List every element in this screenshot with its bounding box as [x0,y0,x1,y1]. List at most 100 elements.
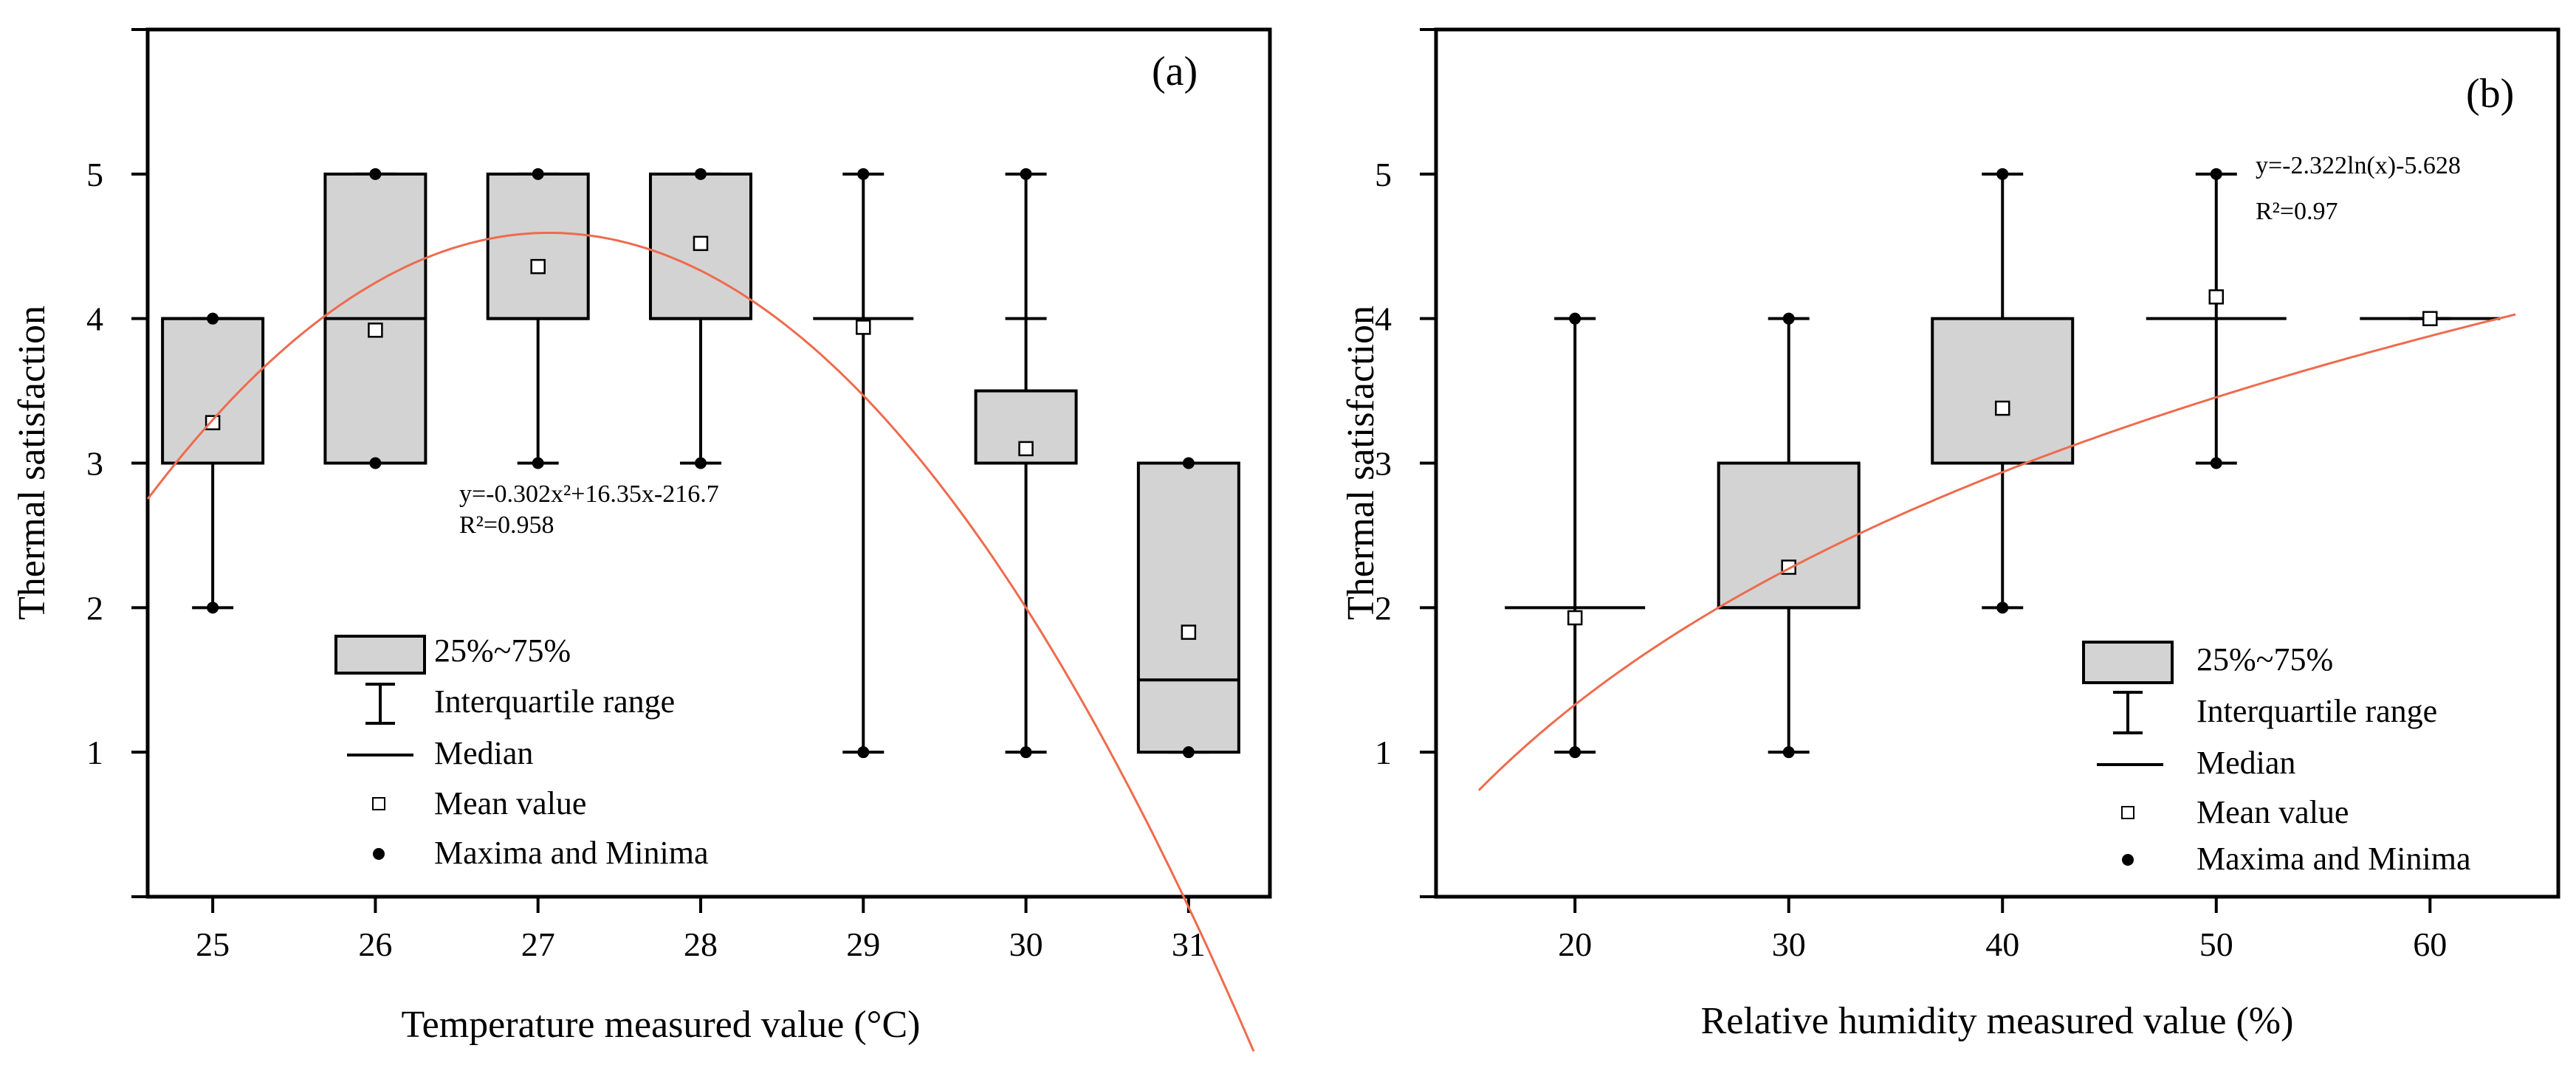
x-tick-label: 40 [1985,926,2019,963]
y-tick-label: 3 [86,445,103,483]
panel-b-ylabel: Thermal satisfaction [1340,306,1382,620]
legend-label-median: Median [2197,745,2295,781]
x-tick-label: 60 [2413,926,2447,963]
x-tick-label: 25 [196,926,230,963]
panel-b-fit-curve [1477,313,2516,791]
mean-marker [1181,624,1197,640]
iqr-box [161,317,265,465]
x-tick-label: 28 [684,926,718,963]
mean-marker [530,258,546,275]
panel-a-xlabel: Temperature measured value (°C) [402,1004,921,1046]
panel-a: (a) y=-0.302x²+16.35x-216.7 R²=0.958 Tem… [11,27,1272,1052]
min-point [207,602,219,614]
y-tick-label: 1 [1375,734,1392,771]
min-point [857,746,870,759]
iqr-box [1717,461,1861,610]
max-point [1020,168,1032,180]
legend-mean-swatch [372,797,385,810]
mean-marker [856,320,871,335]
min-point [1569,746,1581,759]
max-point [369,168,382,180]
iqr-box [1136,461,1240,754]
panel-a-label: (a) [1152,49,1198,94]
box-28 [648,168,752,469]
min-point [1020,746,1032,759]
y-tick-label: 1 [86,734,103,771]
y-tick-label: 2 [86,589,103,627]
box-31 [1136,457,1240,759]
x-tick-label: 30 [1772,926,1806,963]
x-tick-label: 29 [846,926,880,963]
legend-extreme-swatch [373,848,385,860]
legend-label-median: Median [434,735,533,771]
legend-mean-swatch [2121,806,2134,819]
legend-box-swatch [334,635,426,675]
panel-b-r-squared: R²=0.97 [2256,198,2338,225]
panel-b-x-tick-labels: 20 30 40 50 60 [1558,926,2447,963]
panel-b-xlabel: Relative humidity measured value (%) [1701,1000,2294,1042]
max-point [1996,168,2009,180]
panel-b: (b) y=-2.322ln(x)-5.628 R²=0.97 Relative… [1340,27,2560,1042]
min-point [369,457,382,469]
panel-a-ticks [131,28,1190,913]
max-point [694,168,707,180]
min-point [532,457,544,469]
box-20 [1505,312,1646,759]
max-point [1569,312,1581,325]
legend-extreme-swatch [2122,854,2134,866]
x-tick-label: 31 [1172,926,1206,963]
panel-a-r-squared: R²=0.958 [459,511,554,539]
panel-a-equation: y=-0.302x²+16.35x-216.7 [459,480,719,508]
min-point [694,457,707,469]
iqr-box [486,172,590,320]
mean-marker [1567,610,1583,626]
panel-b-ticks [1420,28,2432,913]
panel-b-label: (b) [2466,71,2514,117]
panel-b-boxes [1505,168,2501,759]
iqr-box [1931,317,2075,465]
x-tick-label: 26 [358,926,392,963]
panel-b-y-tick-labels: 1 2 3 4 5 [1375,156,1392,771]
legend-label-extreme: Maxima and Minima [434,835,709,871]
legend-label-extreme: Maxima and Minima [2197,841,2471,877]
max-point [1782,312,1795,325]
y-tick-label: 2 [1375,589,1392,627]
y-tick-label: 5 [86,156,103,193]
legend-label-iqr-box: 25%~75% [2197,641,2333,678]
panel-a-fit-curve [146,232,1255,1052]
panel-a-x-tick-labels: 25 26 27 28 29 30 31 [196,926,1206,963]
min-point [1782,746,1795,759]
box-25 [161,312,265,614]
max-point [207,312,219,325]
max-point [2210,168,2222,180]
panel-a-boxes [161,168,1240,759]
panel-b-legend: 25%~75% Interquartile range Median Mean … [2082,641,2471,877]
x-tick-label: 20 [1558,926,1592,963]
box-26 [323,168,427,469]
mean-marker [2422,311,2438,326]
y-tick-label: 3 [1375,445,1392,483]
panel-a-legend: 25%~75% Interquartile range Median Mean … [334,633,709,871]
legend-label-range: Interquartile range [2197,693,2437,729]
x-tick-label: 27 [521,926,555,963]
legend-box-swatch [2082,641,2174,684]
max-point [857,168,870,180]
panel-b-equation: y=-2.322ln(x)-5.628 [2256,152,2461,179]
box-29 [813,168,914,759]
legend-label-iqr-box: 25%~75% [434,633,571,669]
legend-whisker-swatch [365,683,395,725]
min-point [1182,746,1195,759]
box-30 [974,168,1078,759]
box-60 [2360,311,2501,326]
mean-marker [2208,289,2225,305]
min-point [1996,602,2009,614]
min-point [2210,457,2222,469]
x-tick-label: 50 [2199,926,2233,963]
box-50 [2146,168,2287,469]
y-tick-label: 4 [1375,300,1392,338]
max-point [1182,457,1195,469]
mean-marker [205,415,221,430]
mean-marker [1018,441,1034,457]
legend-whisker-swatch [2113,691,2143,734]
